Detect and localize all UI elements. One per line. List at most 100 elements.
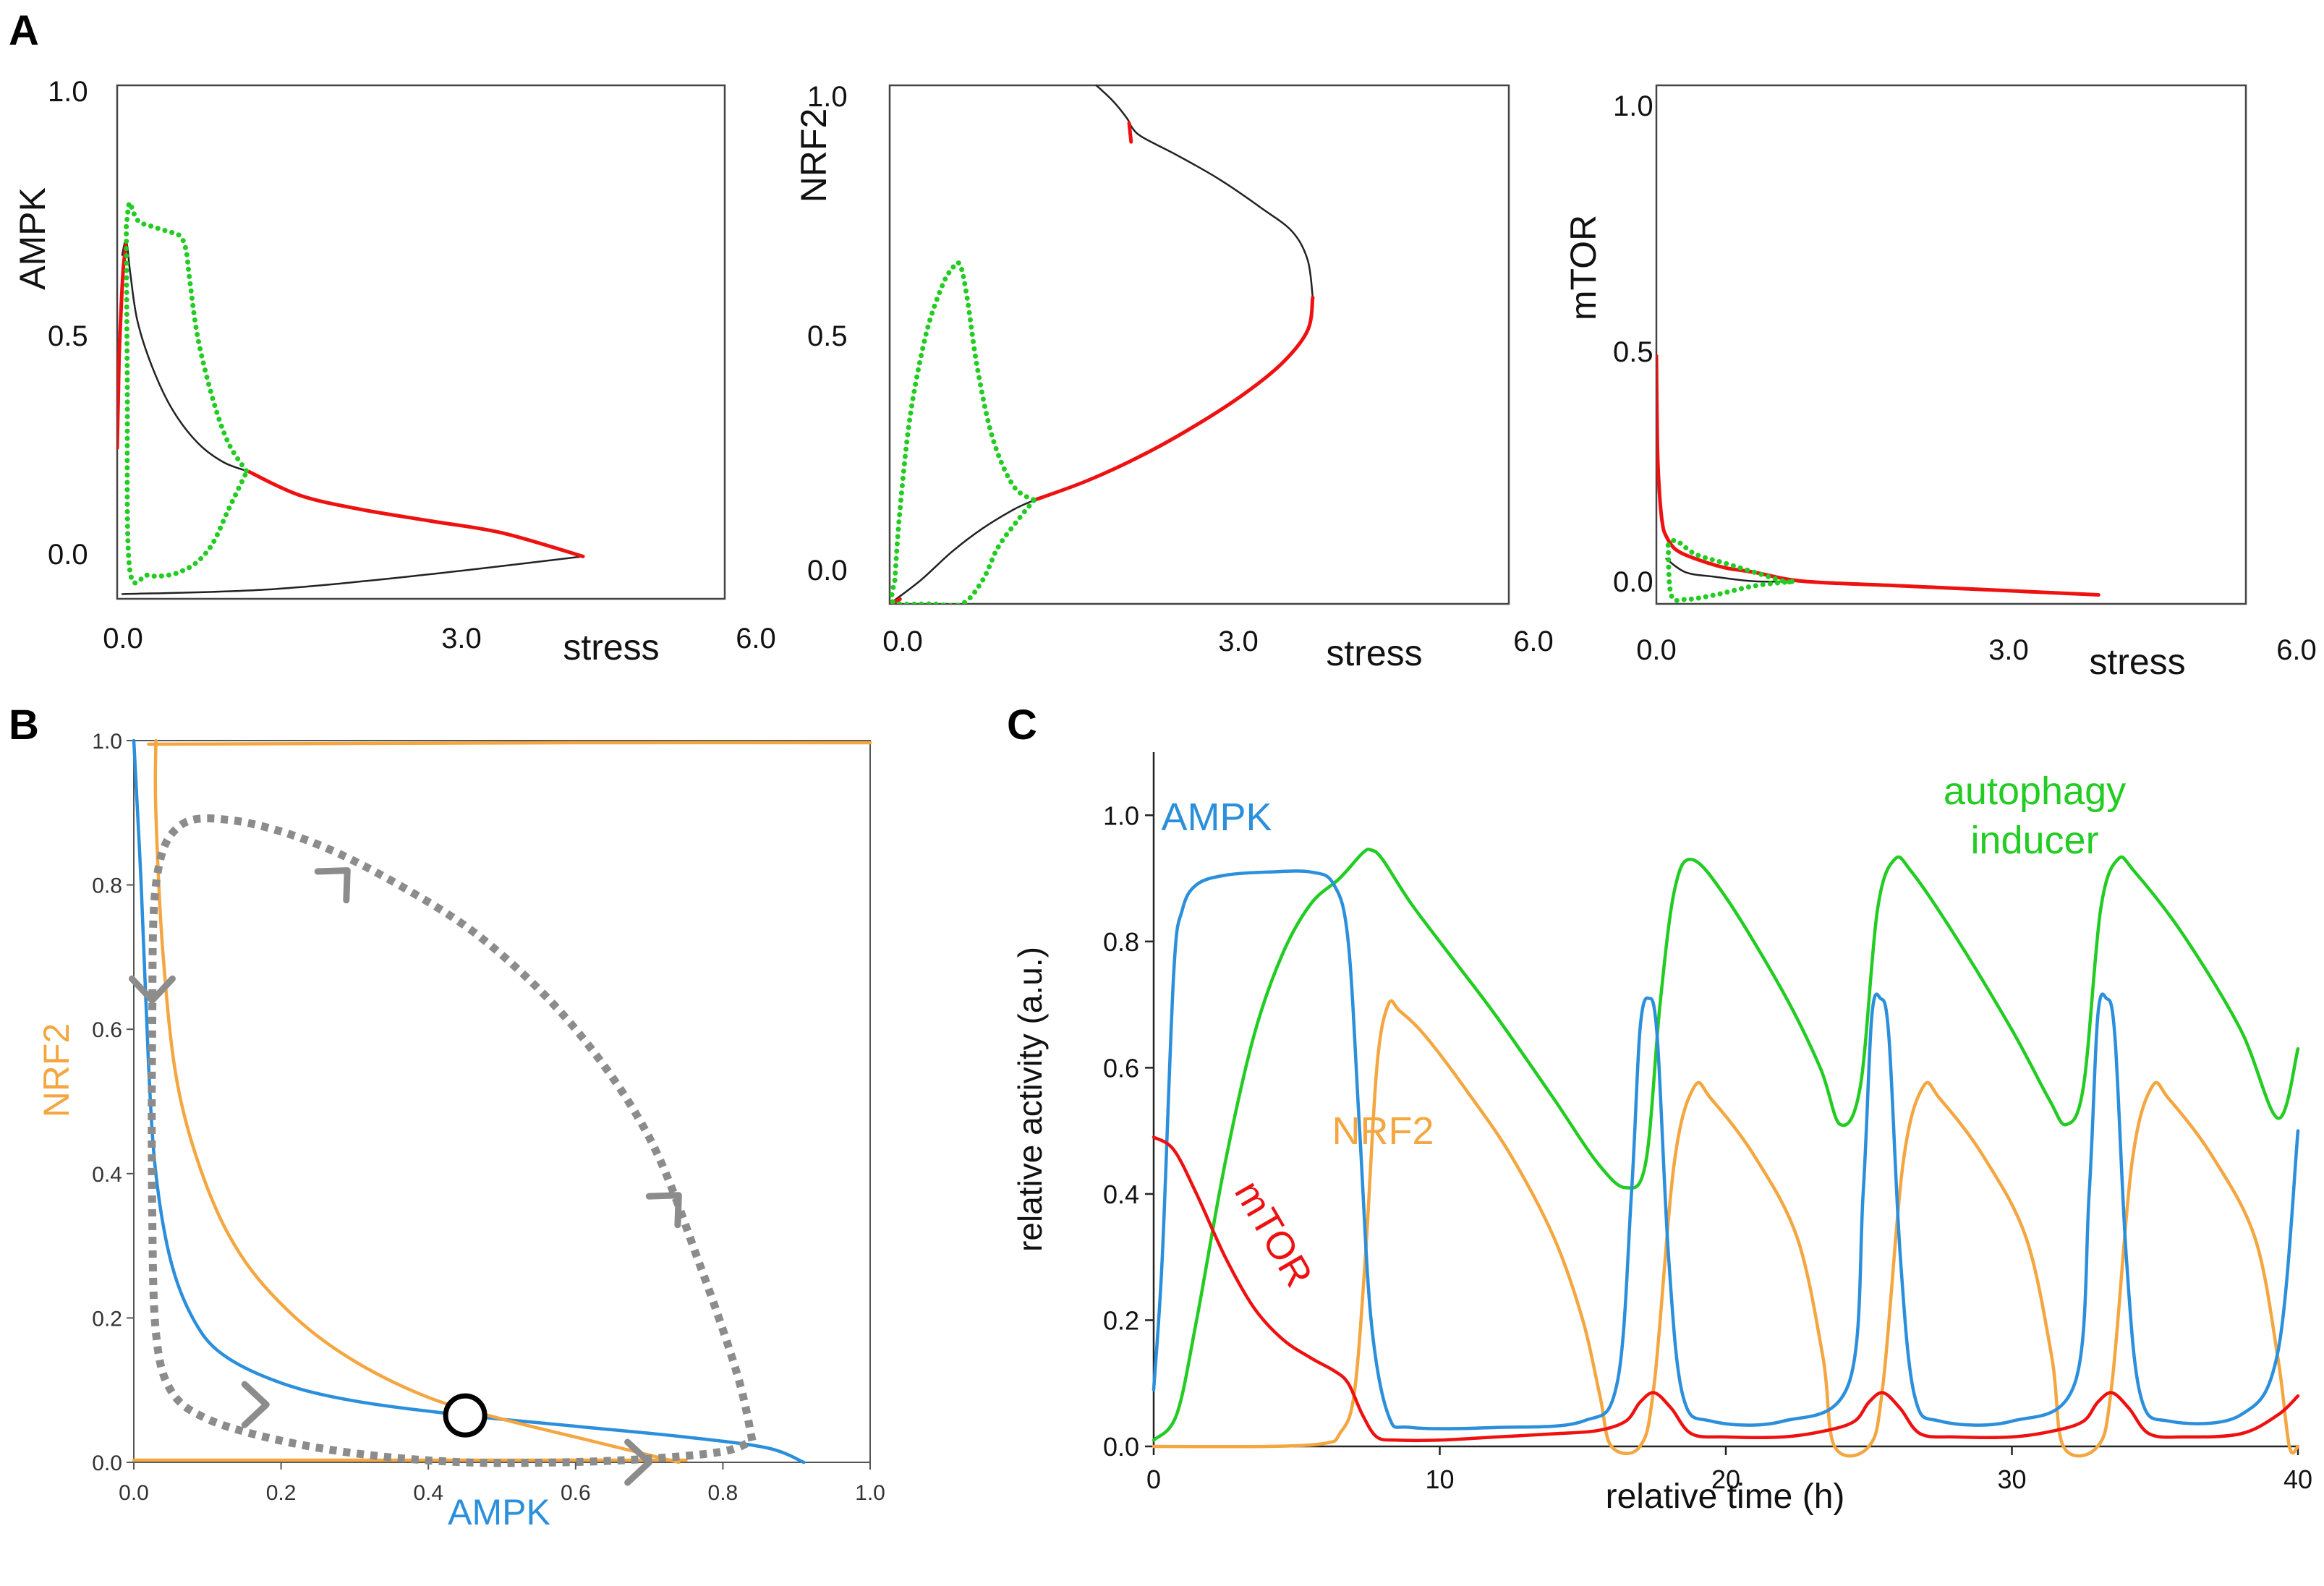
x-axis-label: stress — [2089, 641, 2185, 682]
series-label-line: AMPK — [1161, 796, 1272, 839]
series-red-stable — [1656, 354, 2100, 597]
x-tick-label: 20 — [1711, 1465, 1740, 1494]
series-limit-cycle-min — [124, 223, 250, 586]
series-label-nrf2: NRF2 — [1332, 1109, 1434, 1153]
y-axis-label: relative activity (a.u.) — [1011, 947, 1049, 1252]
y-tick-label: 0.0 — [1613, 566, 1653, 598]
x-tick-label: 0.2 — [266, 1481, 297, 1505]
series-trajectory — [148, 814, 757, 1467]
y-tick-label: 0.6 — [92, 1018, 122, 1042]
x-axis-label: AMPK — [448, 1492, 550, 1532]
y-tick-label: 0.4 — [1103, 1180, 1139, 1209]
trajectory-arrowhead — [314, 867, 351, 904]
series-limit-cycle-min — [1665, 542, 1797, 603]
series-stable-upper — [117, 239, 129, 451]
x-tick-label: 3.0 — [1218, 626, 1259, 657]
y-axis-label: NRF2 — [36, 1023, 77, 1118]
y-tick-label: 0.2 — [92, 1307, 122, 1331]
series-nrf2 — [1152, 999, 2300, 1458]
series-label-line: NRF2 — [1332, 1109, 1434, 1153]
y-tick-label: 1.0 — [92, 730, 122, 754]
y-tick-label: 0.2 — [1103, 1305, 1139, 1335]
plot-frame — [133, 740, 871, 1463]
y-tick-label: 1.0 — [1613, 90, 1653, 122]
panel-label-a: A — [9, 7, 39, 54]
x-tick-label: 10 — [1425, 1465, 1454, 1494]
plot-area — [1656, 354, 2100, 603]
series-limit-cycle-max — [124, 200, 250, 474]
x-tick-label: 1.0 — [855, 1481, 885, 1505]
x-tick-label: 0.0 — [119, 1481, 149, 1505]
y-axis-label: NRF2 — [793, 108, 834, 203]
plot-area — [117, 200, 585, 595]
x-tick-label: 40 — [2283, 1465, 2312, 1494]
x-tick-label: 6.0 — [1513, 626, 1554, 657]
panel-label-c: C — [1007, 702, 1037, 749]
series-black-branch — [890, 499, 1035, 604]
series-limit-cycle — [892, 260, 1037, 583]
series-ampk-nullcline — [132, 738, 806, 1465]
series-black-lower-branch — [121, 555, 584, 595]
x-axis-label: relative time (h) — [1606, 1478, 1845, 1516]
y-tick-label: 0.0 — [92, 1451, 122, 1475]
y-tick-label: 0.5 — [807, 320, 848, 352]
chart-phase-plane: 0.0 0.2 0.4 0.6 0.8 1.0 0.0 0.2 0.4 0.6 0.8 1.0 AMPK… — [36, 730, 885, 1532]
panel-label-b: B — [9, 702, 39, 749]
y-tick-label: 0.5 — [48, 320, 88, 352]
x-tick-label: 3.0 — [1988, 634, 2029, 666]
y-tick-label: 0.0 — [807, 555, 848, 587]
series-label-line: autophagy — [1944, 769, 2126, 813]
x-tick-label: 6.0 — [736, 623, 776, 655]
x-tick-label: 0.4 — [413, 1481, 443, 1505]
y-tick-label: 0.8 — [1103, 927, 1139, 957]
trajectory-arrowhead — [128, 975, 176, 1004]
series-nrf2-nullcline-top — [147, 741, 872, 746]
series-nrf2-nullcline — [153, 738, 681, 1465]
x-tick-label: 0.0 — [1636, 634, 1677, 666]
series-stable-lower — [247, 469, 585, 558]
chart-ampk-vs-stress: 0.0 3.0 6.0 0.0 0.5 1.0 stress AMPK — [12, 76, 776, 668]
chart-mtor-vs-stress: 0.0 3.0 6.0 0.0 0.5 1.0 stress mTOR — [1563, 84, 2317, 682]
x-axis-label: stress — [1326, 633, 1422, 673]
series-ampk — [1152, 869, 2300, 1431]
trajectory-arrowhead — [241, 1381, 270, 1428]
x-tick-label: 0.6 — [561, 1481, 591, 1505]
series-black-upper-branch — [1094, 85, 1314, 299]
x-tick-label: 0.0 — [103, 623, 143, 655]
x-tick-label: 6.0 — [2276, 634, 2317, 666]
y-tick-label: 0.6 — [1103, 1053, 1139, 1083]
series-red-stable — [1032, 295, 1315, 503]
x-tick-label: 0.8 — [708, 1481, 739, 1505]
x-tick-label: 3.0 — [441, 623, 482, 655]
trajectory-arrowhead — [645, 1192, 682, 1229]
series-label-ampk: AMPK — [1161, 796, 1272, 839]
y-axis-label: mTOR — [1563, 215, 1604, 320]
x-tick-label: 30 — [1997, 1465, 2026, 1494]
plot-frame — [1655, 84, 2247, 605]
y-tick-label: 0.0 — [1103, 1432, 1139, 1462]
y-tick-label: 1.0 — [48, 76, 88, 108]
y-axis-label: AMPK — [12, 187, 53, 290]
y-tick-label: 0.4 — [92, 1163, 122, 1187]
y-tick-label: 0.0 — [48, 539, 88, 571]
plot-area — [890, 85, 1315, 604]
plot-frame — [888, 84, 1510, 605]
x-tick-label: 0.0 — [882, 626, 923, 657]
y-tick-label: 1.0 — [807, 81, 848, 113]
plot-frame — [116, 84, 726, 600]
y-tick-label: 0.8 — [92, 874, 122, 898]
trajectory-arrowhead — [624, 1438, 653, 1486]
series-red-short — [1127, 121, 1133, 144]
x-axis-label: stress — [563, 627, 659, 668]
series-black-branch — [1665, 558, 1795, 583]
series-limit-cycle-min — [890, 498, 1037, 604]
series-label-autophagy-inducer: autophagy inducer — [1944, 769, 2126, 862]
y-tick-label: 1.0 — [1103, 801, 1139, 830]
fixed-point-marker — [443, 1393, 488, 1438]
series-label-line: inducer — [1970, 819, 2098, 862]
y-tick-label: 0.5 — [1613, 336, 1653, 368]
series-mtor — [1152, 1135, 2300, 1443]
x-tick-label: 0 — [1146, 1465, 1161, 1494]
